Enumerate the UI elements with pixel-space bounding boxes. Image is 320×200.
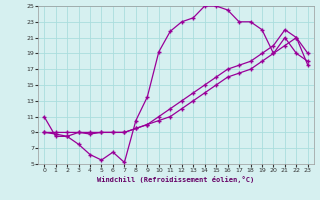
X-axis label: Windchill (Refroidissement éolien,°C): Windchill (Refroidissement éolien,°C) <box>97 176 255 183</box>
